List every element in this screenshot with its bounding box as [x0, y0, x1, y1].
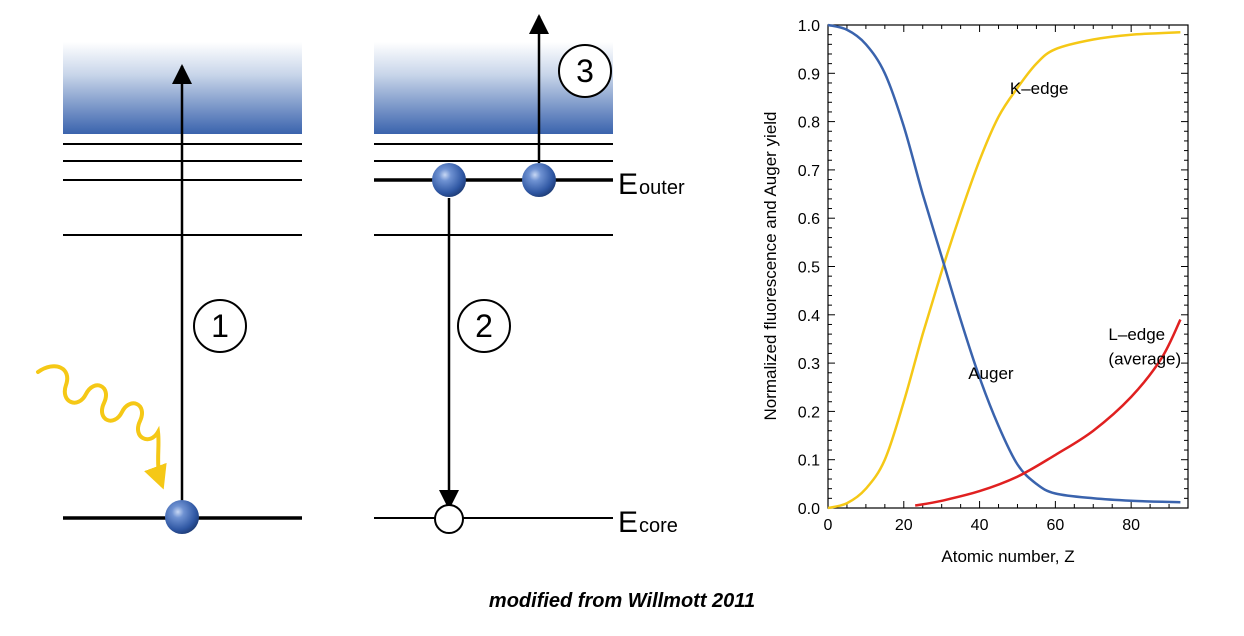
x-tick-label: 20	[895, 517, 913, 534]
y-tick-label: 0.3	[798, 356, 820, 373]
photon-wave-icon	[36, 364, 167, 490]
series-line	[914, 319, 1182, 507]
y-tick-label: 0.7	[798, 163, 820, 180]
y-tick-label: 0.4	[798, 308, 820, 325]
series-annotation: K–edge	[1010, 79, 1069, 98]
panel-relaxation: 2 3 Eouter Ecore	[374, 14, 685, 539]
core-hole	[434, 504, 464, 534]
y-tick-label: 0.5	[798, 260, 820, 277]
yield-chart: 0.0 0.1 0.2 0.3 0.4 0.5 0.6 0.7 0.8 0.9 1.0 0 20 40 60…	[761, 18, 1189, 566]
x-tick-label: 60	[1046, 517, 1064, 534]
step-number-2: 2	[475, 308, 493, 344]
step-circle	[558, 44, 612, 98]
y-axis-label: Normalized fluorescence and Auger yield	[761, 111, 780, 420]
plot-frame	[827, 24, 1189, 509]
y-tick-label: 1.0	[798, 18, 820, 35]
x-tick-label: 80	[1122, 517, 1140, 534]
y-tick-label: 0.0	[798, 501, 820, 518]
series-line	[827, 30, 1181, 510]
x-tick-label: 40	[971, 517, 989, 534]
series-annotation: Auger	[968, 364, 1014, 383]
electron-ball	[522, 163, 556, 197]
e-outer-label: Eouter	[618, 168, 685, 201]
y-tick-label: 0.2	[798, 404, 820, 421]
step-number-1: 1	[211, 308, 229, 344]
y-tick-label: 0.9	[798, 66, 820, 83]
y-tick-label: 0.1	[798, 453, 820, 470]
y-tick-label: 0.6	[798, 211, 820, 228]
x-tick-label: 0	[824, 517, 833, 534]
figure-caption: modified from Willmott 2011	[488, 590, 756, 612]
step-circle	[193, 299, 247, 353]
x-axis-label: Atomic number, Z	[941, 547, 1074, 566]
electron-ball	[165, 500, 199, 534]
series-annotation: L–edge	[1108, 325, 1165, 344]
e-core-label: Ecore	[618, 506, 678, 539]
series-annotation: (average)	[1108, 349, 1181, 368]
electron-ball	[432, 163, 466, 197]
y-tick-label: 0.8	[798, 115, 820, 132]
step-circle	[457, 299, 511, 353]
panel-absorption: 1	[36, 42, 302, 534]
series-line	[827, 23, 1181, 504]
step-number-3: 3	[576, 53, 594, 89]
